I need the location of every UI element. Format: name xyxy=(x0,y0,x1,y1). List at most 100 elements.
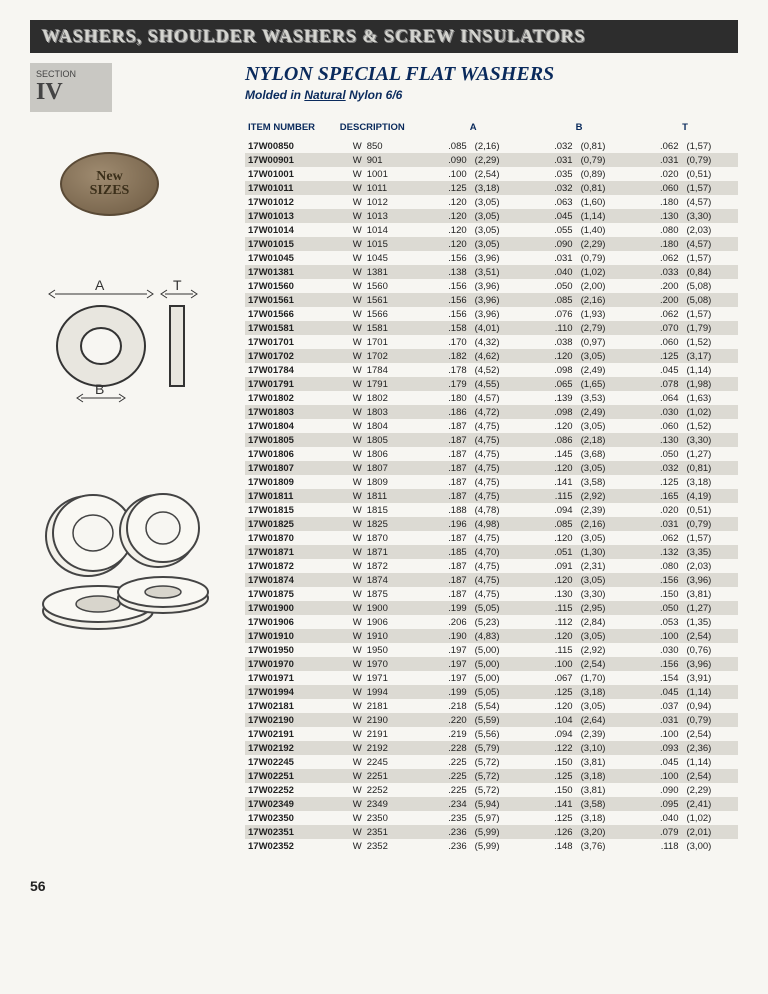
cell-b: .120 xyxy=(526,349,575,363)
cell-desc-n: 1950 xyxy=(364,643,421,657)
cell-a: .187 xyxy=(420,447,469,461)
cell-item: 17W02351 xyxy=(245,825,337,839)
cell-t: .078 xyxy=(632,377,681,391)
cell-desc-w: W xyxy=(337,391,364,405)
cell-t: .060 xyxy=(632,335,681,349)
cell-am: (4,75) xyxy=(470,433,526,447)
table-row: 17W02245W2245.225(5,72).150(3,81).045(1,… xyxy=(245,755,738,769)
cell-tm: (4,19) xyxy=(681,489,738,503)
cell-desc-w: W xyxy=(337,349,364,363)
cell-b: .063 xyxy=(526,195,575,209)
cell-item: 17W02350 xyxy=(245,811,337,825)
cell-desc-n: 1802 xyxy=(364,391,421,405)
cell-item: 17W01900 xyxy=(245,601,337,615)
cell-am: (3,05) xyxy=(470,223,526,237)
cell-bm: (2,92) xyxy=(576,489,632,503)
table-row: 17W01805W1805.187(4,75).086(2,18).130(3,… xyxy=(245,433,738,447)
cell-desc-n: 2245 xyxy=(364,755,421,769)
cell-am: (5,72) xyxy=(470,783,526,797)
cell-desc-n: 1013 xyxy=(364,209,421,223)
cell-b: .085 xyxy=(526,293,575,307)
cell-tm: (3,96) xyxy=(681,657,738,671)
cell-bm: (3,05) xyxy=(576,699,632,713)
cell-a: .156 xyxy=(420,293,469,307)
cell-item: 17W01910 xyxy=(245,629,337,643)
table-row: 17W01906W1906.206(5,23).112(2,84).053(1,… xyxy=(245,615,738,629)
cell-item: 17W02181 xyxy=(245,699,337,713)
cell-a: .120 xyxy=(420,195,469,209)
cell-desc-w: W xyxy=(337,181,364,195)
table-row: 17W01581W1581.158(4,01).110(2,79).070(1,… xyxy=(245,321,738,335)
cell-desc-n: 1566 xyxy=(364,307,421,321)
cell-tm: (1,98) xyxy=(681,377,738,391)
cell-item: 17W01807 xyxy=(245,461,337,475)
cell-b: .139 xyxy=(526,391,575,405)
cell-am: (4,75) xyxy=(470,489,526,503)
cell-bm: (3,81) xyxy=(576,755,632,769)
dim-b-label: B xyxy=(95,381,104,397)
cell-b: .031 xyxy=(526,251,575,265)
cell-am: (5,99) xyxy=(470,825,526,839)
cell-bm: (0,79) xyxy=(576,251,632,265)
cell-desc-n: 1791 xyxy=(364,377,421,391)
cell-t: .031 xyxy=(632,517,681,531)
dim-t-label: T xyxy=(173,277,182,293)
table-row: 17W01702W1702.182(4,62).120(3,05).125(3,… xyxy=(245,349,738,363)
cell-am: (4,75) xyxy=(470,587,526,601)
cell-b: .032 xyxy=(526,181,575,195)
cell-b: .110 xyxy=(526,321,575,335)
cell-am: (4,62) xyxy=(470,349,526,363)
cell-t: .045 xyxy=(632,685,681,699)
cell-desc-n: 1825 xyxy=(364,517,421,531)
cell-t: .053 xyxy=(632,615,681,629)
cell-b: .032 xyxy=(526,139,575,153)
cell-a: .090 xyxy=(420,153,469,167)
cell-am: (5,05) xyxy=(470,601,526,615)
table-row: 17W01784W1784.178(4,52).098(2,49).045(1,… xyxy=(245,363,738,377)
cell-t: .165 xyxy=(632,489,681,503)
cell-tm: (0,84) xyxy=(681,265,738,279)
cell-t: .064 xyxy=(632,391,681,405)
cell-tm: (1,52) xyxy=(681,419,738,433)
cell-t: .180 xyxy=(632,195,681,209)
cell-b: .094 xyxy=(526,503,575,517)
cell-b: .098 xyxy=(526,405,575,419)
cell-t: .118 xyxy=(632,839,681,853)
cell-b: .150 xyxy=(526,755,575,769)
cell-desc-n: 1875 xyxy=(364,587,421,601)
cell-desc-n: 1971 xyxy=(364,671,421,685)
cell-a: .156 xyxy=(420,279,469,293)
cell-desc-w: W xyxy=(337,433,364,447)
cell-am: (2,16) xyxy=(470,139,526,153)
cell-tm: (2,36) xyxy=(681,741,738,755)
cell-am: (5,79) xyxy=(470,741,526,755)
cell-am: (4,57) xyxy=(470,391,526,405)
cell-t: .180 xyxy=(632,237,681,251)
cell-bm: (2,49) xyxy=(576,363,632,377)
cell-bm: (2,64) xyxy=(576,713,632,727)
cell-bm: (1,60) xyxy=(576,195,632,209)
cell-item: 17W02349 xyxy=(245,797,337,811)
cell-am: (4,75) xyxy=(470,531,526,545)
cell-t: .200 xyxy=(632,293,681,307)
cell-am: (5,56) xyxy=(470,727,526,741)
col-b: B xyxy=(526,120,632,139)
cell-desc-n: 2352 xyxy=(364,839,421,853)
cell-t: .060 xyxy=(632,181,681,195)
cell-am: (3,96) xyxy=(470,293,526,307)
cell-a: .196 xyxy=(420,517,469,531)
table-row: 17W01825W1825.196(4,98).085(2,16).031(0,… xyxy=(245,517,738,531)
cell-b: .130 xyxy=(526,587,575,601)
cell-b: .090 xyxy=(526,237,575,251)
table-row: 17W02190W2190.220(5,59).104(2,64).031(0,… xyxy=(245,713,738,727)
cell-desc-n: 1784 xyxy=(364,363,421,377)
cell-bm: (3,53) xyxy=(576,391,632,405)
cell-am: (4,01) xyxy=(470,321,526,335)
cell-desc-w: W xyxy=(337,419,364,433)
cell-desc-n: 1805 xyxy=(364,433,421,447)
table-row: 17W01875W1875.187(4,75).130(3,30).150(3,… xyxy=(245,587,738,601)
cell-t: .037 xyxy=(632,699,681,713)
cell-t: .125 xyxy=(632,475,681,489)
table-row: 17W01807W1807.187(4,75).120(3,05).032(0,… xyxy=(245,461,738,475)
cell-am: (4,78) xyxy=(470,503,526,517)
